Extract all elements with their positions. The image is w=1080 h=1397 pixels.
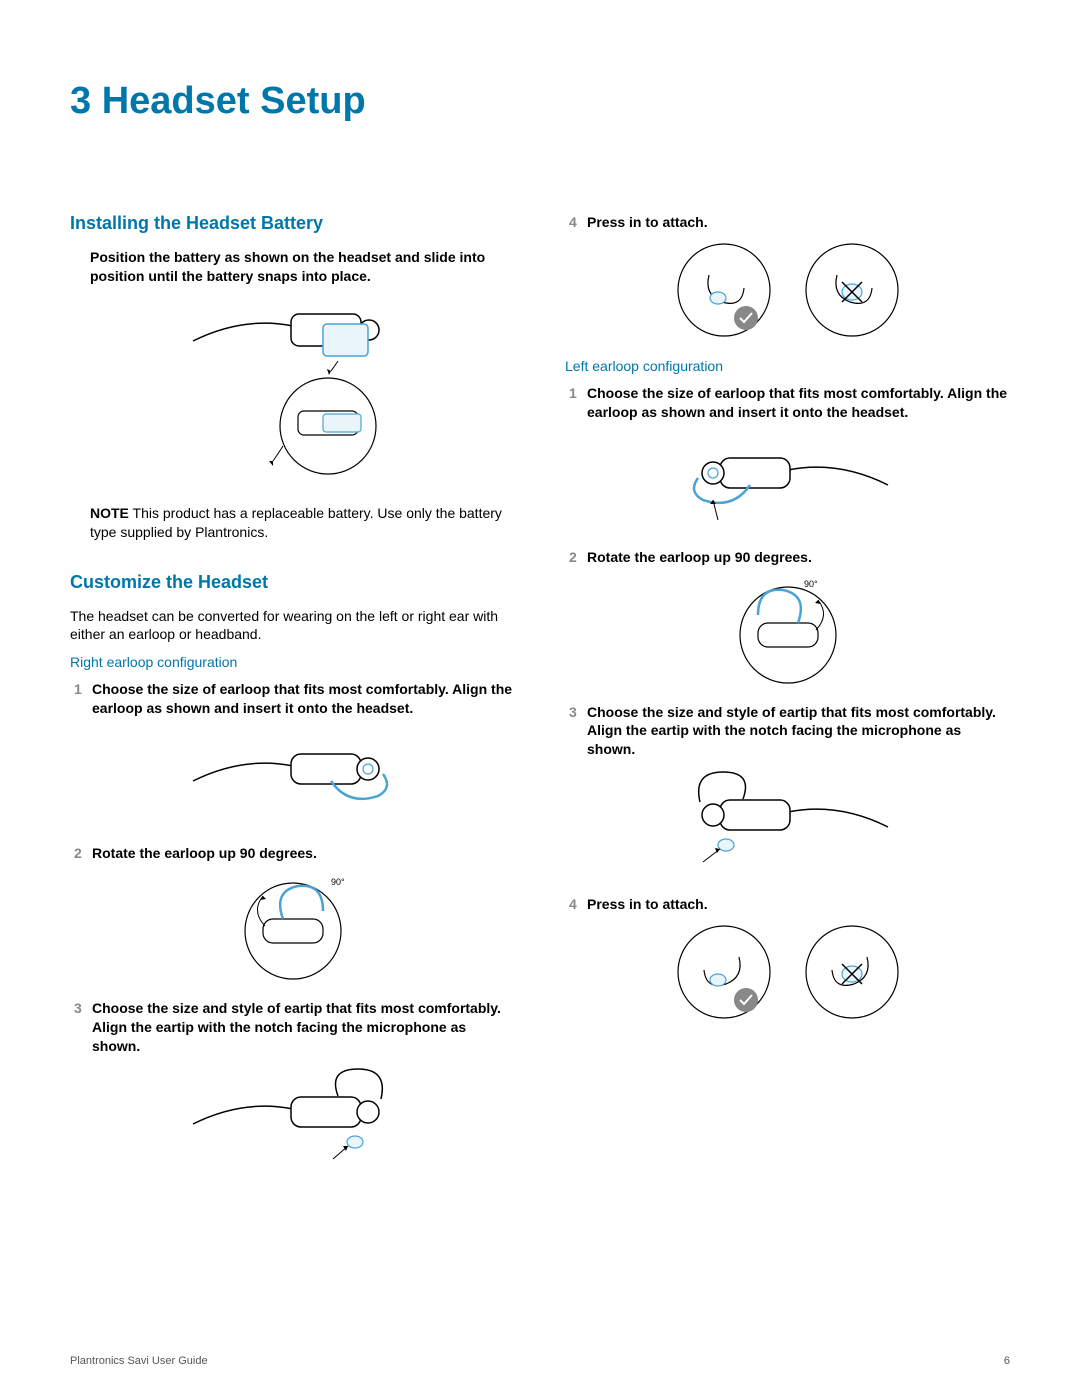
press-incorrect-icon xyxy=(802,922,902,1022)
left-earloop-heading: Left earloop configuration xyxy=(565,358,1010,374)
step-number: 4 xyxy=(565,213,587,232)
angle-label: 90° xyxy=(804,579,818,589)
right-step-3: 3 Choose the size and style of eartip th… xyxy=(70,999,515,1056)
left-step2-illustration: 90° xyxy=(708,575,868,685)
note-text: This product has a replaceable battery. … xyxy=(90,505,502,540)
page-title: 3 Headset Setup xyxy=(70,80,1010,123)
right-column: 4 Press in to attach. Left earloop confi… xyxy=(565,213,1010,1192)
step-text: Choose the size and style of eartip that… xyxy=(587,703,1010,760)
step-number: 1 xyxy=(565,384,587,403)
right-step-2: 2 Rotate the earloop up 90 degrees. xyxy=(70,844,515,863)
right-step2-illustration: 90° xyxy=(213,871,373,981)
right-step3-illustration xyxy=(183,1064,403,1174)
battery-install-illustration xyxy=(183,296,403,486)
left-step3-illustration xyxy=(678,767,898,877)
left-step-1: 1 Choose the size of earloop that fits m… xyxy=(565,384,1010,422)
press-incorrect-icon xyxy=(802,240,902,340)
battery-note: NOTE This product has a replaceable batt… xyxy=(70,504,515,542)
customize-body: The headset can be converted for wearing… xyxy=(70,607,515,645)
step-text: Choose the size of earloop that fits mos… xyxy=(92,680,515,718)
step-number: 3 xyxy=(565,703,587,722)
left-step4-illustration-pair xyxy=(565,922,1010,1022)
left-step-4: 4 Press in to attach. xyxy=(565,895,1010,914)
step-number: 4 xyxy=(565,895,587,914)
step-text: Rotate the earloop up 90 degrees. xyxy=(92,844,515,863)
step-number: 2 xyxy=(565,548,587,567)
press-correct-icon xyxy=(674,240,774,340)
installing-battery-heading: Installing the Headset Battery xyxy=(70,213,515,234)
left-step-2: 2 Rotate the earloop up 90 degrees. xyxy=(565,548,1010,567)
step-text: Choose the size of earloop that fits mos… xyxy=(587,384,1010,422)
page-number: 6 xyxy=(1004,1355,1010,1367)
content-columns: Installing the Headset Battery Position … xyxy=(70,213,1010,1192)
installing-battery-body: Position the battery as shown on the hea… xyxy=(70,248,515,286)
angle-label: 90° xyxy=(331,877,345,887)
step-text: Rotate the earloop up 90 degrees. xyxy=(587,548,1010,567)
note-label: NOTE xyxy=(90,505,129,521)
right-step-4: 4 Press in to attach. xyxy=(565,213,1010,232)
step-text: Press in to attach. xyxy=(587,213,1010,232)
customize-heading: Customize the Headset xyxy=(70,572,515,593)
right-earloop-heading: Right earloop configuration xyxy=(70,654,515,670)
step-number: 2 xyxy=(70,844,92,863)
left-column: Installing the Headset Battery Position … xyxy=(70,213,515,1192)
right-step1-illustration xyxy=(183,726,403,826)
right-step4-illustration-pair xyxy=(565,240,1010,340)
step-number: 3 xyxy=(70,999,92,1018)
step-text: Choose the size and style of eartip that… xyxy=(92,999,515,1056)
footer-title: Plantronics Savi User Guide xyxy=(70,1355,208,1367)
left-step-3: 3 Choose the size and style of eartip th… xyxy=(565,703,1010,760)
press-correct-icon xyxy=(674,922,774,1022)
left-step1-illustration xyxy=(678,430,898,530)
step-text: Press in to attach. xyxy=(587,895,1010,914)
page-footer: Plantronics Savi User Guide 6 xyxy=(70,1355,1010,1367)
right-step-1: 1 Choose the size of earloop that fits m… xyxy=(70,680,515,718)
step-number: 1 xyxy=(70,680,92,699)
